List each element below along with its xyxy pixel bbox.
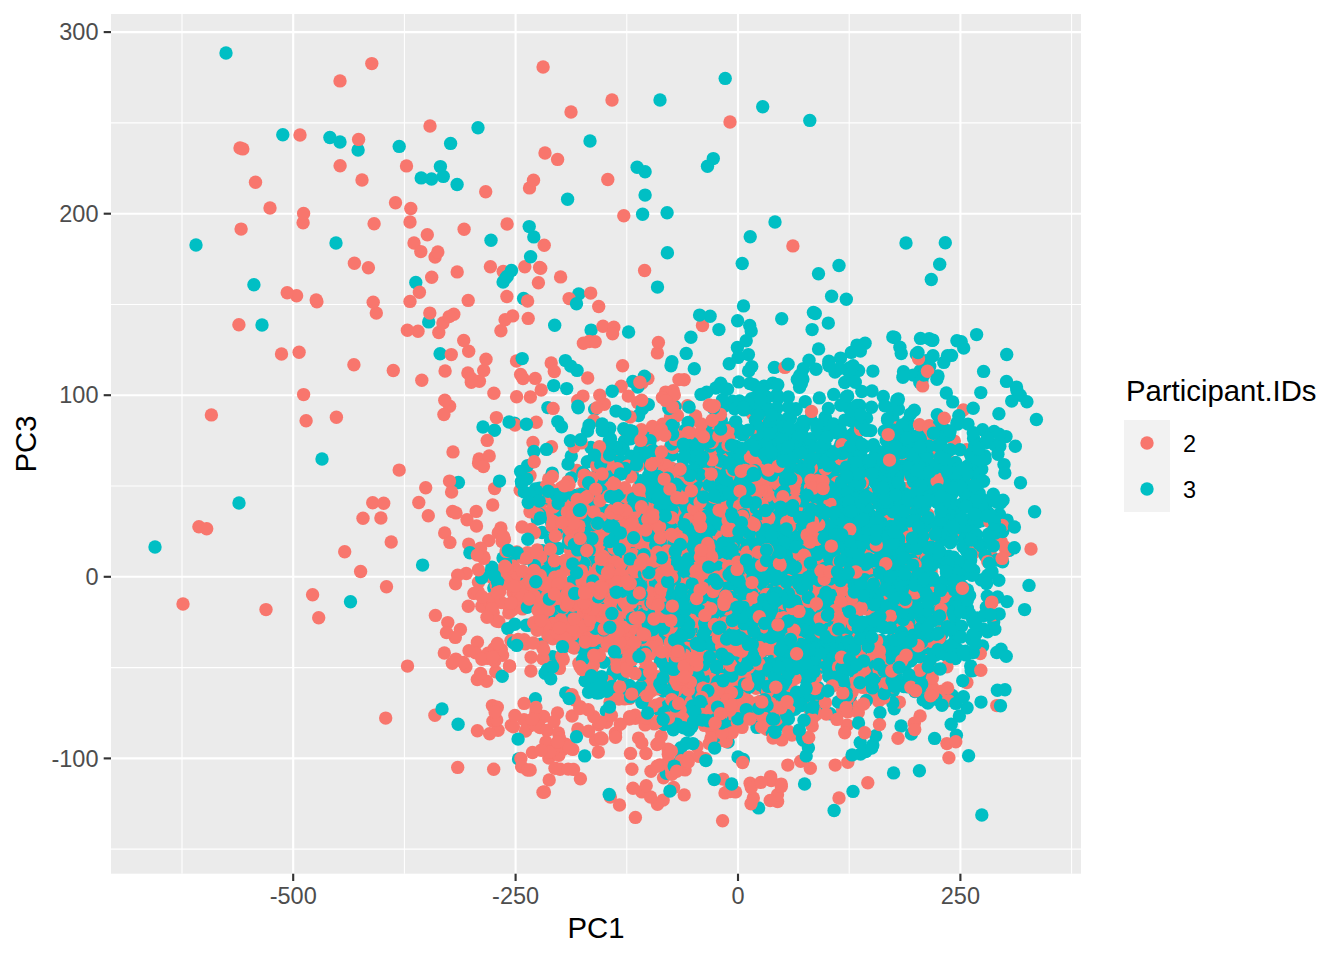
svg-text:PC1: PC1 — [568, 911, 625, 944]
svg-text:PC3: PC3 — [9, 416, 42, 473]
svg-text:2: 2 — [1183, 431, 1196, 457]
svg-text:100: 100 — [59, 382, 98, 408]
svg-text:-100: -100 — [51, 746, 98, 772]
svg-text:0: 0 — [85, 564, 98, 590]
svg-text:-250: -250 — [492, 883, 539, 909]
svg-text:250: 250 — [941, 883, 980, 909]
svg-text:Participant.IDs: Participant.IDs — [1126, 374, 1317, 407]
svg-text:0: 0 — [731, 883, 744, 909]
svg-text:300: 300 — [59, 19, 98, 45]
svg-text:200: 200 — [59, 201, 98, 227]
svg-text:3: 3 — [1183, 477, 1196, 503]
svg-text:-500: -500 — [270, 883, 317, 909]
